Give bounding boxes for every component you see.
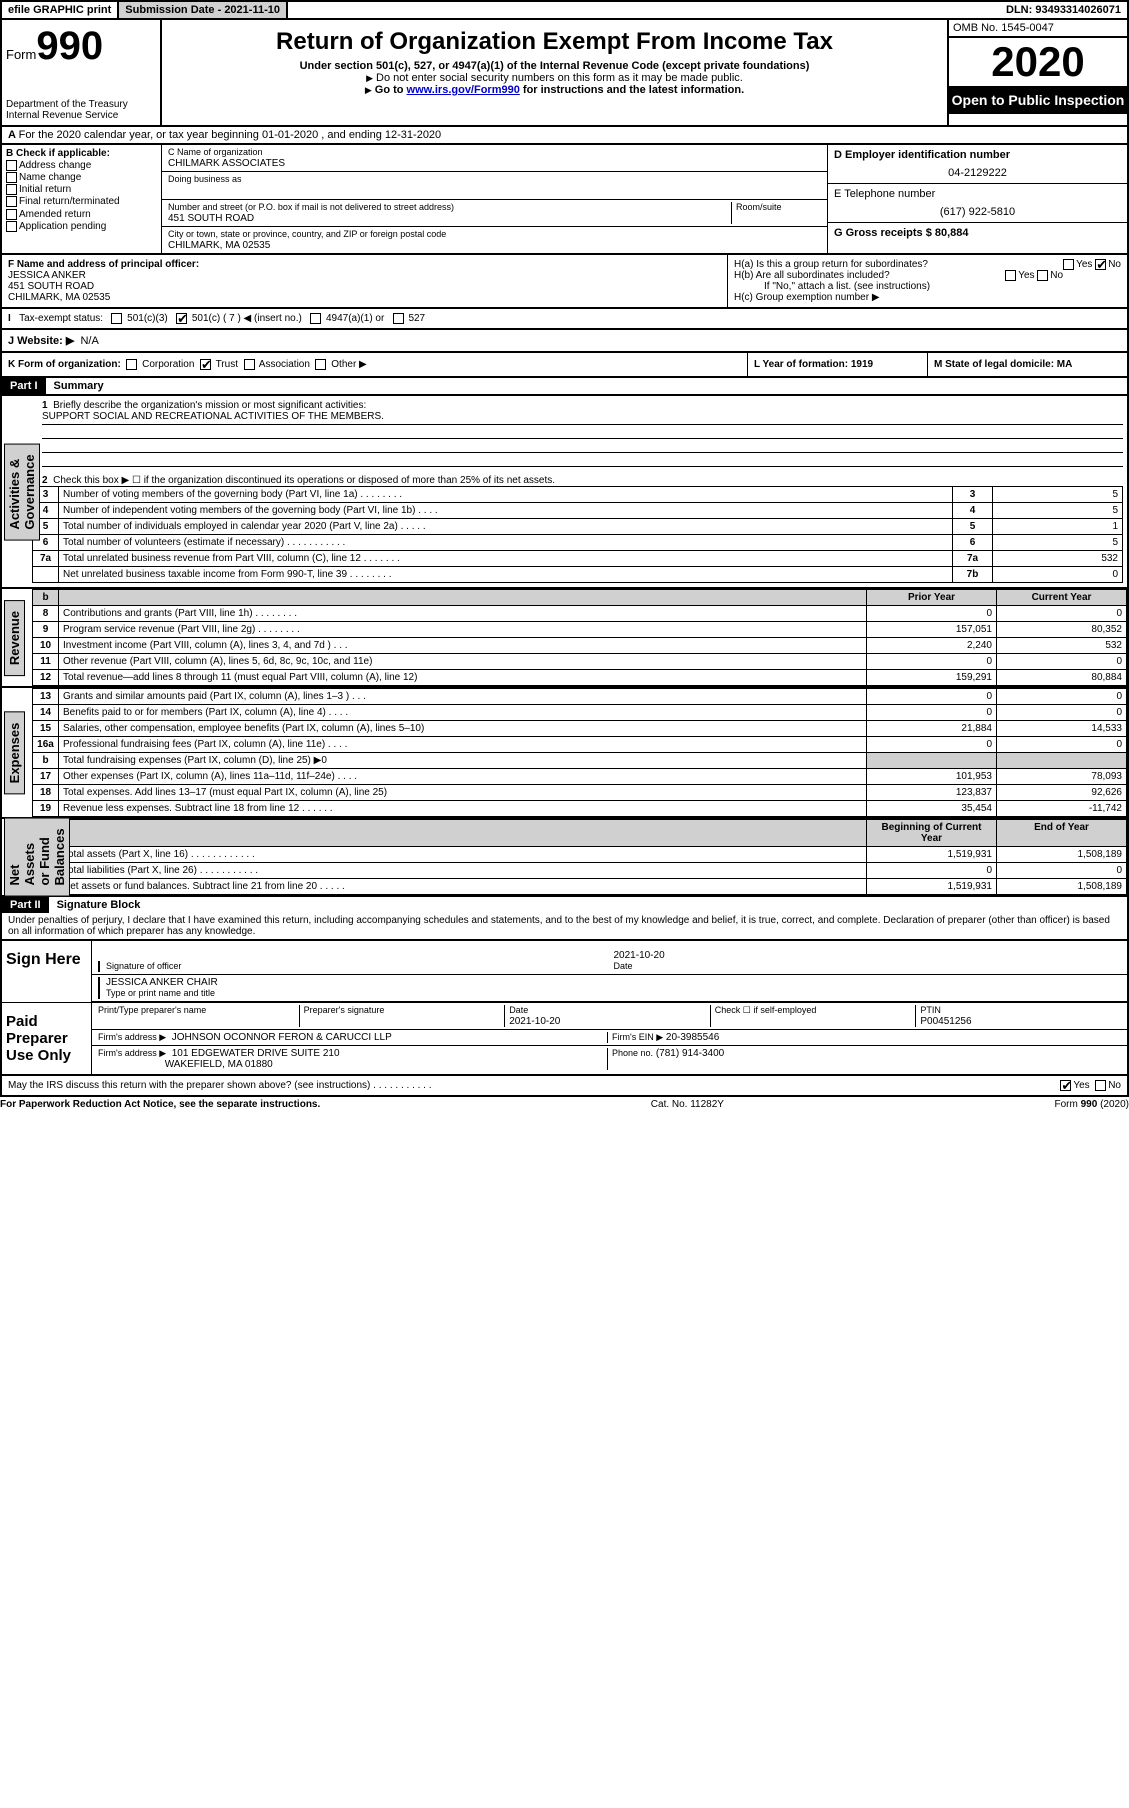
vtab-revenue: Revenue [4, 600, 25, 676]
firm-ein: 20-3985546 [666, 1032, 719, 1043]
submission-date-button[interactable]: Submission Date - 2021-11-10 [119, 2, 288, 18]
row-j: J Website: ▶ N/A [0, 330, 1129, 353]
officer-addr1: 451 SOUTH ROAD [8, 281, 94, 292]
firm-addr2: WAKEFIELD, MA 01880 [165, 1059, 273, 1070]
pp-name-label: Print/Type preparer's name [98, 1005, 206, 1015]
ein-value: 04-2129222 [834, 167, 1121, 179]
form-word: Form [6, 47, 36, 62]
col-b-header: B Check if applicable: [6, 148, 157, 159]
part2-header: Part II [2, 897, 49, 913]
sign-here-label: Sign Here [2, 941, 92, 1002]
city-label: City or town, state or province, country… [168, 229, 446, 239]
cb-address[interactable]: Address change [6, 160, 157, 171]
col-b-checkboxes: B Check if applicable: Address change Na… [2, 145, 162, 253]
pp-check: Check ☐ if self-employed [715, 1005, 817, 1015]
dba-label: Doing business as [168, 174, 242, 184]
q1-label: Briefly describe the organization's miss… [53, 400, 366, 411]
efile-label: efile GRAPHIC print [2, 2, 119, 18]
revenue-section: Revenue bPrior YearCurrent Year8Contribu… [0, 589, 1129, 688]
tax-status-row: I Tax-exempt status: 501(c)(3) 501(c) ( … [0, 309, 1129, 330]
ha-row: H(a) Is this a group return for subordin… [734, 259, 1121, 270]
name-label: C Name of organization [168, 147, 263, 157]
cb-pending[interactable]: Application pending [6, 221, 157, 232]
governance-table: 3Number of voting members of the governi… [32, 486, 1123, 583]
discuss-row: May the IRS discuss this return with the… [0, 1076, 1129, 1097]
ein-label: D Employer identification number [834, 149, 1010, 161]
ptin-value: P00451256 [920, 1016, 971, 1027]
officer-name: JESSICA ANKER [8, 270, 86, 281]
room-label: Room/suite [731, 202, 821, 224]
gross-receipts: G Gross receipts $ 80,884 [834, 227, 969, 239]
part2-title: Signature Block [49, 897, 149, 913]
footer: For Paperwork Reduction Act Notice, see … [0, 1097, 1129, 1112]
pp-sig-label: Preparer's signature [304, 1005, 385, 1015]
dept-label: Department of the Treasury Internal Reve… [6, 99, 156, 121]
omb-number: OMB No. 1545-0047 [949, 20, 1127, 38]
hb-row: H(b) Are all subordinates included? Yes … [734, 270, 1121, 281]
instructions-link[interactable]: www.irs.gov/Form990 [407, 84, 520, 96]
sig-date: 2021-10-20 [614, 950, 665, 961]
vtab-netassets: Net Assets or Fund Balances [4, 818, 70, 897]
revenue-table: bPrior YearCurrent Year8Contributions an… [32, 589, 1127, 686]
firm-name: JOHNSON OCONNOR FERON & CARUCCI LLP [172, 1032, 392, 1043]
form-number: 990 [36, 24, 103, 68]
firm-phone: (781) 914-3400 [656, 1048, 724, 1059]
part2-header-row: Part IISignature Block Under penalties o… [0, 897, 1129, 941]
dln-label: DLN: 93493314026071 [1000, 2, 1127, 18]
tel-value: (617) 922-5810 [834, 206, 1121, 218]
section-b-grid: B Check if applicable: Address change Na… [0, 145, 1129, 255]
row-k: K Form of organization: Corporation Trus… [0, 353, 1129, 378]
part1-title: Summary [46, 378, 112, 394]
officer-addr2: CHILMARK, MA 02535 [8, 292, 110, 303]
governance-section: Activities & Governance 1 Briefly descri… [0, 396, 1129, 589]
hc-row: H(c) Group exemption number ▶ [734, 292, 1121, 303]
form-title: Return of Organization Exempt From Incom… [166, 28, 943, 56]
footer-left: For Paperwork Reduction Act Notice, see … [0, 1099, 320, 1110]
officer-label: F Name and address of principal officer: [8, 259, 199, 270]
row-f: F Name and address of principal officer:… [0, 255, 1129, 309]
hb-note: If "No," attach a list. (see instruction… [734, 281, 1121, 292]
expenses-table: 13Grants and similar amounts paid (Part … [32, 688, 1127, 817]
public-inspection: Open to Public Inspection [949, 86, 1127, 114]
addr-label: Number and street (or P.O. box if mail i… [168, 202, 454, 212]
org-name: CHILMARK ASSOCIATES [168, 158, 285, 169]
netassets-table: Beginning of Current YearEnd of Year20To… [32, 819, 1127, 895]
officer-name-title: JESSICA ANKER CHAIR [106, 977, 218, 988]
col-d: D Employer identification number 04-21292… [827, 145, 1127, 253]
form-header: Form990 Department of the Treasury Inter… [0, 20, 1129, 127]
col-c: C Name of organizationCHILMARK ASSOCIATE… [162, 145, 827, 253]
cb-name[interactable]: Name change [6, 172, 157, 183]
tel-label: E Telephone number [834, 188, 935, 200]
footer-center: Cat. No. 11282Y [651, 1099, 724, 1110]
subtitle-1: Under section 501(c), 527, or 4947(a)(1)… [166, 60, 943, 72]
row-a: A For the 2020 calendar year, or tax yea… [0, 127, 1129, 145]
pp-date: 2021-10-20 [509, 1016, 560, 1027]
footer-right: Form 990 (2020) [1055, 1099, 1129, 1110]
state-domicile: M State of legal domicile: MA [934, 359, 1072, 370]
vtab-expenses: Expenses [4, 711, 25, 794]
street-address: 451 SOUTH ROAD [168, 213, 254, 224]
perjury-text: Under penalties of perjury, I declare th… [2, 913, 1127, 939]
cb-initial[interactable]: Initial return [6, 184, 157, 195]
tax-year: 2020 [949, 38, 1127, 86]
expenses-section: Expenses 13Grants and similar amounts pa… [0, 688, 1129, 819]
part1-header: Part I [2, 378, 46, 394]
subtitle-2: Do not enter social security numbers on … [166, 72, 943, 84]
q2-label: Check this box ▶ ☐ if the organization d… [53, 475, 555, 486]
subtitle-3: Go to www.irs.gov/Form990 for instructio… [166, 84, 943, 96]
netassets-section: Net Assets or Fund Balances Beginning of… [0, 819, 1129, 897]
city-value: CHILMARK, MA 02535 [168, 240, 270, 251]
signature-section: Sign Here Signature of officer 2021-10-2… [0, 941, 1129, 1076]
year-formation: L Year of formation: 1919 [754, 359, 873, 370]
paid-preparer-label: Paid Preparer Use Only [2, 1003, 92, 1074]
firm-addr1: 101 EDGEWATER DRIVE SUITE 210 [172, 1048, 340, 1059]
mission-text: SUPPORT SOCIAL AND RECREATIONAL ACTIVITI… [42, 411, 1123, 425]
topbar: efile GRAPHIC print Submission Date - 20… [0, 0, 1129, 20]
sig-officer-label: Signature of officer [106, 961, 181, 971]
cb-final[interactable]: Final return/terminated [6, 196, 157, 207]
vtab-governance: Activities & Governance [4, 443, 40, 540]
cb-amended[interactable]: Amended return [6, 209, 157, 220]
part1: Part ISummary [0, 378, 1129, 396]
